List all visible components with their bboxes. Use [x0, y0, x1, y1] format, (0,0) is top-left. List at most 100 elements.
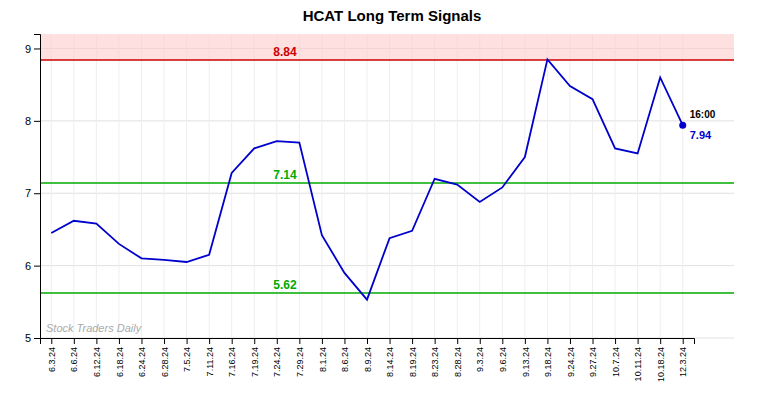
tick-mark [34, 48, 40, 49]
axis-line [34, 35, 41, 339]
title: HCAT Long Term Signals [303, 7, 482, 24]
chart-svg: HCAT Long Term Signals 6.3.24 6.6.24 6.12.2… [0, 0, 784, 398]
tick-mark [74, 338, 75, 344]
tick-mark [390, 338, 391, 344]
x-tick: 7.19.24 [250, 338, 260, 377]
tick-label: 8.9.24 [363, 347, 373, 372]
tick-mark [683, 338, 684, 344]
tick-mark [141, 338, 142, 344]
tick-label: 7.11.24 [205, 347, 215, 376]
tick-label: 9.13.24 [521, 347, 531, 377]
tick-label: 8 [25, 115, 31, 127]
tick-mark [435, 338, 436, 344]
axis-line [41, 339, 695, 345]
tick-label: 7.29.24 [295, 347, 305, 377]
tick-mark [638, 338, 639, 344]
reference-line [40, 292, 734, 294]
x-tick: 8.6.24 [340, 338, 350, 372]
tick-label: 6.12.24 [92, 347, 102, 377]
end-marker [679, 122, 686, 129]
x-tick: 9.13.24 [521, 338, 531, 377]
tick-label: 8.23.24 [430, 347, 440, 377]
tick-mark [412, 338, 413, 344]
tick-label: 8.28.24 [453, 347, 463, 377]
tick-label: 6.6.24 [69, 347, 79, 372]
data-line [51, 59, 682, 299]
tick-label: 9.27.24 [588, 347, 598, 377]
tick-mark [34, 338, 40, 339]
x-tick: 8.28.24 [453, 338, 463, 377]
grid-line [40, 265, 734, 266]
tick-mark [480, 338, 481, 344]
tick-mark [254, 338, 255, 344]
x-tick: 8.9.24 [363, 338, 373, 372]
tick-label: 8.6.24 [340, 347, 350, 372]
x-tick: 6.3.24 [47, 338, 57, 372]
tick-label: 9.3.24 [475, 347, 485, 372]
reference-label: 7.14 [273, 168, 297, 182]
labels: 8.847.145.6216:007.94Stock Traders Daily [46, 45, 716, 334]
x-tick: 7.11.24 [205, 338, 215, 376]
x-tick: 6.28.24 [160, 338, 170, 377]
tick-label: 6.3.24 [47, 347, 57, 372]
x-tick: 6.24.24 [137, 338, 147, 377]
tick-label: 7.19.24 [250, 347, 260, 377]
annotation: Stock Traders Daily [46, 322, 143, 334]
reference-label: 8.84 [273, 45, 297, 59]
tick-label: 7.24.24 [272, 347, 282, 377]
x-tick: 9.24.24 [566, 338, 576, 377]
x-tick: 7.16.24 [227, 338, 237, 377]
x-tick: 9.6.24 [498, 338, 508, 372]
tick-mark [502, 338, 503, 344]
y-tick: 7 [25, 187, 40, 199]
plot-area: 6.3.24 6.6.24 6.12.24 6.18.24 6.24.24 6.28.24… [25, 34, 734, 382]
reference-line [40, 59, 734, 61]
annotation: 16:00 [690, 109, 716, 120]
tick-mark [615, 338, 616, 344]
x-tick: 10.18.24 [656, 338, 666, 382]
x-tick: 12.3.24 [678, 338, 688, 377]
tick-mark [277, 338, 278, 344]
x-tick: 6.6.24 [69, 338, 79, 372]
tick-label: 7.16.24 [227, 347, 237, 377]
tick-mark [299, 338, 300, 344]
y-tick: 5 [25, 332, 40, 344]
tick-label: 8.1.24 [318, 347, 328, 372]
tick-mark [322, 338, 323, 344]
tick-mark [119, 338, 120, 344]
y-tick: 9 [25, 42, 40, 54]
tick-mark [547, 338, 548, 344]
tick-mark [570, 338, 571, 344]
tick-mark [593, 338, 594, 344]
tick-label: 7 [25, 187, 31, 199]
tick-label: 6 [25, 260, 31, 272]
x-tick: 7.5.24 [182, 338, 192, 372]
x-tick: 8.23.24 [430, 338, 440, 377]
grid [40, 34, 734, 338]
tick-label: 10.18.24 [656, 347, 666, 382]
tick-label: 10.7.24 [611, 347, 621, 377]
tick-label: 9.24.24 [566, 347, 576, 377]
reference-band [40, 34, 734, 60]
marks [40, 34, 734, 300]
tick-mark [232, 338, 233, 344]
tick-label: 7.5.24 [182, 347, 192, 372]
tick-label: 5 [25, 332, 31, 344]
annotation: 7.94 [690, 129, 712, 141]
y-tick: 8 [25, 115, 40, 127]
x-tick: 9.18.24 [543, 338, 553, 377]
grid-line [40, 193, 734, 194]
x-tick: 10.11.24 [633, 338, 643, 381]
x-tick: 10.7.24 [611, 338, 621, 377]
tick-label: 6.18.24 [115, 347, 125, 377]
chart-container: HCAT Long Term Signals 6.3.24 6.6.24 6.12.2… [0, 0, 784, 398]
tick-mark [344, 338, 345, 344]
tick-label: 6.28.24 [160, 347, 170, 377]
x-tick: 6.18.24 [115, 338, 125, 377]
tick-mark [660, 338, 661, 344]
reference-line [40, 182, 734, 184]
x-tick: 8.14.24 [385, 338, 395, 377]
tick-mark [34, 266, 40, 267]
tick-label: 9.18.24 [543, 347, 553, 377]
x-tick: 7.24.24 [272, 338, 282, 377]
